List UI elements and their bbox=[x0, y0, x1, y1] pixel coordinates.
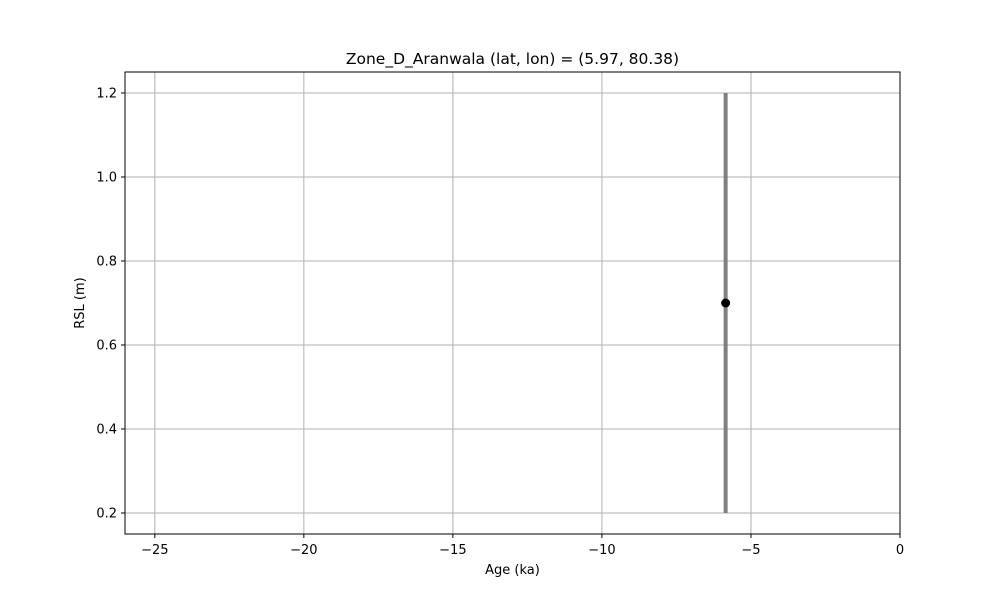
y-tick-label: 0.2 bbox=[96, 507, 117, 522]
x-tick-label: −5 bbox=[741, 543, 760, 558]
y-axis-label: RSL (m) bbox=[73, 277, 88, 328]
y-tick-label: 0.6 bbox=[96, 339, 117, 354]
grid-lines bbox=[125, 72, 901, 534]
y-tick-label: 0.4 bbox=[96, 423, 117, 438]
data-point bbox=[721, 298, 731, 308]
chart-title: Zone_D_Aranwala (lat, lon) = (5.97, 80.3… bbox=[346, 50, 679, 69]
x-tick-label: −15 bbox=[439, 543, 466, 558]
x-tick-label: −20 bbox=[290, 543, 317, 558]
y-tick-label: 1.0 bbox=[96, 171, 117, 186]
y-tick-label: 1.2 bbox=[96, 87, 117, 102]
x-tick-label: 0 bbox=[896, 543, 904, 558]
plot-frame bbox=[124, 71, 901, 535]
x-tick-label: −10 bbox=[588, 543, 615, 558]
x-tick-label: −25 bbox=[141, 543, 168, 558]
x-axis-label: Age (ka) bbox=[485, 563, 540, 578]
data-layer bbox=[721, 93, 731, 513]
axis-ticks: −25 −20 −15 −10 −5 0 0.2 0.4 0.6 0.8 1.0 1.2 bbox=[96, 87, 904, 559]
y-tick-label: 0.8 bbox=[96, 255, 117, 270]
